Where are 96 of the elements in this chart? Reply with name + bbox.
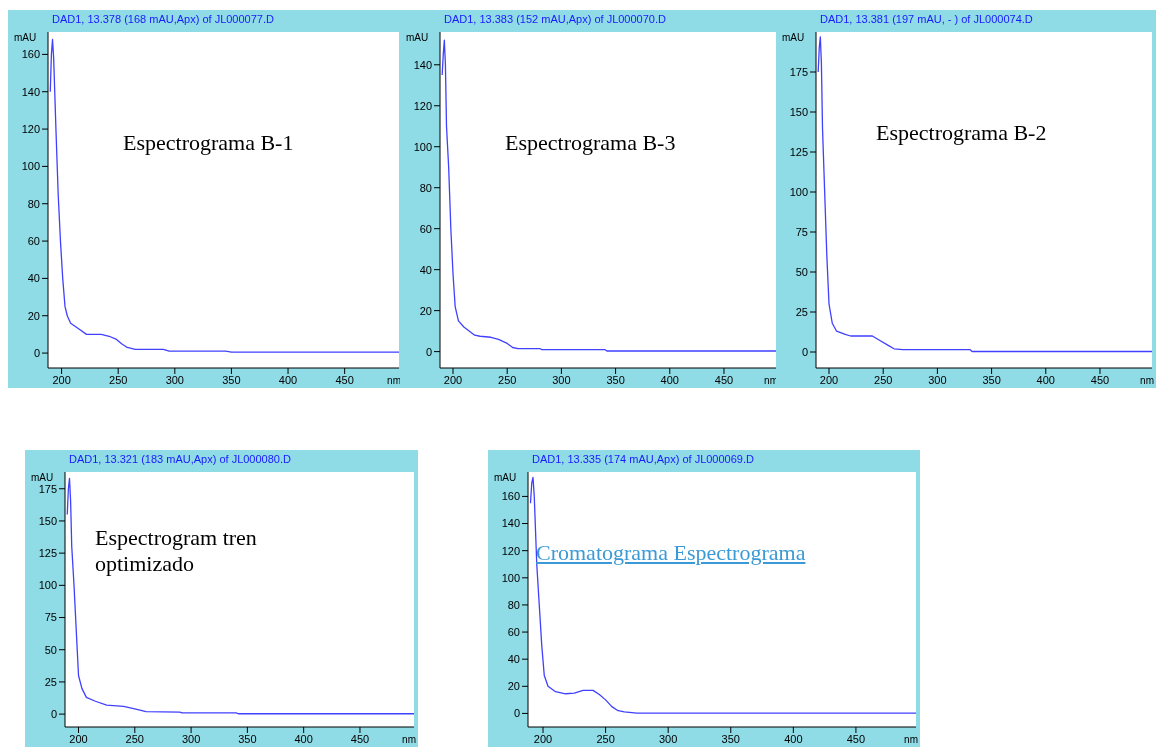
x-tick-label: 350 bbox=[721, 732, 740, 745]
chart-title: DAD1, 13.381 (197 mAU, - ) of JL000074.D bbox=[819, 12, 1034, 27]
y-tick-label: 150 bbox=[789, 105, 808, 118]
chart-title: DAD1, 13.383 (152 mAU,Apx) of JL000070.D bbox=[443, 12, 667, 27]
x-tick-label: 200 bbox=[819, 373, 839, 386]
y-tick-label: 25 bbox=[795, 305, 808, 318]
chart-title: DAD1, 13.321 (183 mAU,Apx) of JL000080.D bbox=[68, 452, 292, 467]
y-tick-label: 120 bbox=[21, 122, 40, 135]
y-tick-label: 50 bbox=[44, 643, 57, 656]
x-tick-label: 200 bbox=[443, 373, 463, 386]
y-tick-label: 0 bbox=[801, 345, 808, 358]
x-tick-label: 300 bbox=[165, 373, 184, 386]
y-tick-label: 100 bbox=[501, 571, 520, 584]
y-tick-label: 0 bbox=[50, 708, 57, 721]
line-series bbox=[49, 38, 399, 353]
y-axis-title: mAU bbox=[494, 472, 517, 483]
x-tick-label: 300 bbox=[181, 732, 201, 745]
y-tick-label: 20 bbox=[27, 309, 40, 322]
x-axis-title: nm bbox=[402, 734, 416, 745]
x-tick-label: 300 bbox=[552, 373, 571, 386]
y-tick-label: 120 bbox=[413, 99, 432, 112]
annotation: Espectrograma B-2 bbox=[876, 120, 1048, 146]
x-tick-label: 250 bbox=[596, 732, 615, 745]
y-tick-label: 100 bbox=[21, 160, 40, 173]
y-tick-label: 175 bbox=[789, 65, 808, 78]
x-tick-label: 450 bbox=[1090, 373, 1110, 386]
x-tick-label: 250 bbox=[125, 732, 144, 745]
annotation: Espectrogram tren optimizado bbox=[95, 525, 258, 577]
y-tick-label: 140 bbox=[501, 517, 520, 530]
y-axis-title: mAU bbox=[782, 32, 805, 43]
y-tick-label: 80 bbox=[27, 197, 40, 210]
y-tick-label: 140 bbox=[21, 85, 40, 98]
y-tick-label: 40 bbox=[507, 653, 520, 666]
y-tick-label: 140 bbox=[413, 58, 432, 71]
x-axis-title: nm bbox=[1140, 375, 1154, 386]
chart-title: DAD1, 13.378 (168 mAU,Apx) of JL000077.D bbox=[51, 12, 275, 27]
y-axis-title: mAU bbox=[14, 32, 37, 43]
y-tick-label: 0 bbox=[33, 346, 40, 359]
x-axis-title: nm bbox=[387, 375, 401, 386]
y-tick-label: 160 bbox=[21, 48, 40, 61]
x-tick-label: 400 bbox=[294, 732, 313, 745]
y-tick-label: 50 bbox=[795, 265, 808, 278]
x-tick-label: 450 bbox=[335, 373, 354, 386]
x-axis-title: nm bbox=[904, 734, 918, 745]
x-tick-label: 350 bbox=[606, 373, 625, 386]
annotation: Espectrograma B-3 bbox=[505, 130, 677, 156]
y-tick-label: 120 bbox=[501, 544, 520, 557]
y-tick-label: 20 bbox=[419, 304, 432, 317]
x-tick-label: 400 bbox=[1036, 373, 1055, 386]
y-tick-label: 75 bbox=[44, 611, 57, 624]
y-tick-label: 160 bbox=[501, 490, 520, 503]
line-series bbox=[441, 39, 776, 352]
y-tick-label: 125 bbox=[789, 145, 808, 158]
y-axis-title: mAU bbox=[31, 472, 54, 483]
y-tick-label: 0 bbox=[425, 345, 432, 358]
x-tick-label: 250 bbox=[498, 373, 517, 386]
y-axis-title: mAU bbox=[406, 32, 429, 43]
y-tick-label: 125 bbox=[38, 547, 57, 560]
y-tick-label: 60 bbox=[27, 234, 40, 247]
x-tick-label: 450 bbox=[350, 732, 370, 745]
y-tick-label: 0 bbox=[513, 707, 520, 720]
y-tick-label: 100 bbox=[38, 579, 57, 592]
y-tick-label: 100 bbox=[789, 185, 808, 198]
x-tick-label: 200 bbox=[69, 732, 88, 745]
y-tick-label: 60 bbox=[507, 625, 520, 638]
x-tick-label: 400 bbox=[278, 373, 298, 386]
x-tick-label: 400 bbox=[784, 732, 803, 745]
x-tick-label: 350 bbox=[238, 732, 257, 745]
x-tick-label: 450 bbox=[714, 373, 734, 386]
x-tick-label: 300 bbox=[928, 373, 947, 386]
x-tick-label: 250 bbox=[874, 373, 893, 386]
y-tick-label: 80 bbox=[419, 181, 432, 194]
line-series bbox=[817, 36, 1152, 353]
y-tick-label: 75 bbox=[795, 225, 808, 238]
y-tick-label: 20 bbox=[507, 680, 520, 693]
y-tick-label: 175 bbox=[38, 482, 57, 495]
annotation: Espectrograma B-1 bbox=[123, 130, 295, 156]
y-tick-label: 100 bbox=[413, 140, 432, 153]
x-tick-label: 300 bbox=[659, 732, 678, 745]
chart-title: DAD1, 13.335 (174 mAU,Apx) of JL000069.D bbox=[531, 452, 755, 467]
x-tick-label: 200 bbox=[533, 732, 553, 745]
x-tick-label: 350 bbox=[982, 373, 1001, 386]
line-series bbox=[66, 477, 414, 715]
x-tick-label: 400 bbox=[660, 373, 679, 386]
annotation: Cromatograma Espectrograma bbox=[536, 540, 807, 566]
x-tick-label: 350 bbox=[222, 373, 241, 386]
y-tick-label: 40 bbox=[27, 272, 40, 285]
y-tick-label: 150 bbox=[38, 514, 57, 527]
x-tick-label: 200 bbox=[52, 373, 71, 386]
y-tick-label: 25 bbox=[44, 675, 57, 688]
x-tick-label: 450 bbox=[846, 732, 866, 745]
x-tick-label: 250 bbox=[109, 373, 128, 386]
line-series bbox=[529, 476, 916, 714]
y-tick-label: 40 bbox=[419, 263, 432, 276]
y-tick-label: 80 bbox=[507, 598, 520, 611]
y-tick-label: 60 bbox=[419, 222, 432, 235]
